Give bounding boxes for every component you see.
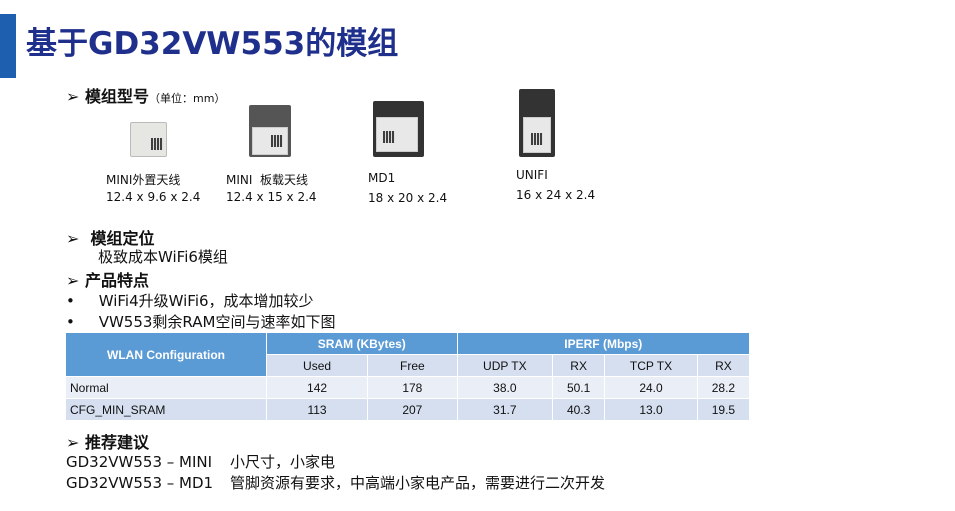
recommend-model: GD32VW553 – MINI <box>66 453 213 471</box>
module-image-mini-external <box>130 122 167 157</box>
model-md1: MD1 18 x 20 x 2.4 <box>368 170 447 207</box>
recommend-line: GD32VW553 – MD1 管脚资源有要求，中高端小家电产品，需要进行二次开发 <box>66 472 605 493</box>
page-title: 基于GD32VW553的模组 <box>26 26 399 62</box>
cell: 31.7 <box>456 398 554 421</box>
table-row: CFG_MIN_SRAM 113 207 31.7 40.3 13.0 19.5 <box>65 398 751 421</box>
subheader: UDP TX <box>456 354 554 377</box>
models-heading-text: 模组型号 <box>84 87 149 106</box>
cell: Normal <box>65 376 267 399</box>
cell: 142 <box>265 376 369 399</box>
model-mini-onboard: MINI 板载天线 12.4 x 15 x 2.4 <box>226 172 317 206</box>
header-iperf: IPERF (Mbps) <box>456 332 751 355</box>
module-image-md1 <box>373 101 424 157</box>
header-config: WLAN Configuration <box>65 332 267 377</box>
recommend-text: 小尺寸，小家电 <box>230 453 336 471</box>
recommend-line: GD32VW553 – MINI 小尺寸，小家电 <box>66 451 335 472</box>
features-heading: ➢ 产品特点 <box>66 271 149 290</box>
feature-bullet: • WiFi4升级WiFi6，成本增加较少 <box>66 292 314 310</box>
header-sram: SRAM (KBytes) <box>266 332 458 355</box>
module-image-mini-onboard <box>249 105 291 157</box>
subheader: RX <box>696 354 751 377</box>
cell: 24.0 <box>604 376 698 399</box>
subheader: Free <box>367 354 458 377</box>
accent-bar <box>0 14 16 78</box>
recommend-heading-text: 推荐建议 <box>84 433 149 452</box>
subheader: Used <box>265 354 369 377</box>
model-mini-external: MINI外置天线 12.4 x 9.6 x 2.4 <box>106 172 200 206</box>
subheader: TCP TX <box>604 354 698 377</box>
models-heading: ➢ 模组型号（单位：mm） <box>66 87 226 106</box>
cell: 19.5 <box>696 398 751 421</box>
recommend-model: GD32VW553 – MD1 <box>66 474 214 492</box>
cell: 50.1 <box>552 376 606 399</box>
cell: 178 <box>367 376 458 399</box>
recommend-text: 管脚资源有要求，中高端小家电产品，需要进行二次开发 <box>230 474 606 492</box>
model-unifi: UNIFI 16 x 24 x 2.4 <box>516 167 595 204</box>
cell: 38.0 <box>456 376 554 399</box>
model-size: 12.4 x 15 x 2.4 <box>226 190 317 204</box>
table-row: Normal 142 178 38.0 50.1 24.0 28.2 <box>65 376 751 399</box>
positioning-heading-text: 模组定位 <box>90 229 155 248</box>
model-size: 12.4 x 9.6 x 2.4 <box>106 190 201 204</box>
unit-label: （单位：mm） <box>149 92 226 105</box>
positioning-text: 极致成本WiFi6模组 <box>98 248 228 266</box>
sram-iperf-table: WLAN Configuration SRAM (KBytes) IPERF (Mb… <box>65 332 751 421</box>
recommend-heading: ➢ 推荐建议 <box>66 433 149 452</box>
model-name: UNIFI <box>516 168 548 182</box>
model-name: MINI 板载天线 <box>226 173 309 187</box>
positioning-heading: ➢ 模组定位 <box>66 229 155 248</box>
feature-text: WiFi4升级WiFi6，成本增加较少 <box>98 292 314 310</box>
feature-bullet: • VW553剩余RAM空间与速率如下图 <box>66 313 336 331</box>
model-name: MD1 <box>368 171 396 185</box>
subheader: RX <box>552 354 606 377</box>
module-image-unifi <box>519 89 555 157</box>
cell: 13.0 <box>604 398 698 421</box>
feature-text: VW553剩余RAM空间与速率如下图 <box>98 313 336 331</box>
cell: 28.2 <box>696 376 751 399</box>
cell: 113 <box>265 398 369 421</box>
model-size: 18 x 20 x 2.4 <box>368 191 448 205</box>
model-size: 16 x 24 x 2.4 <box>516 188 596 202</box>
features-heading-text: 产品特点 <box>84 271 149 290</box>
cell: 207 <box>367 398 458 421</box>
model-name: MINI外置天线 <box>106 173 181 187</box>
cell: CFG_MIN_SRAM <box>65 398 267 421</box>
cell: 40.3 <box>552 398 606 421</box>
